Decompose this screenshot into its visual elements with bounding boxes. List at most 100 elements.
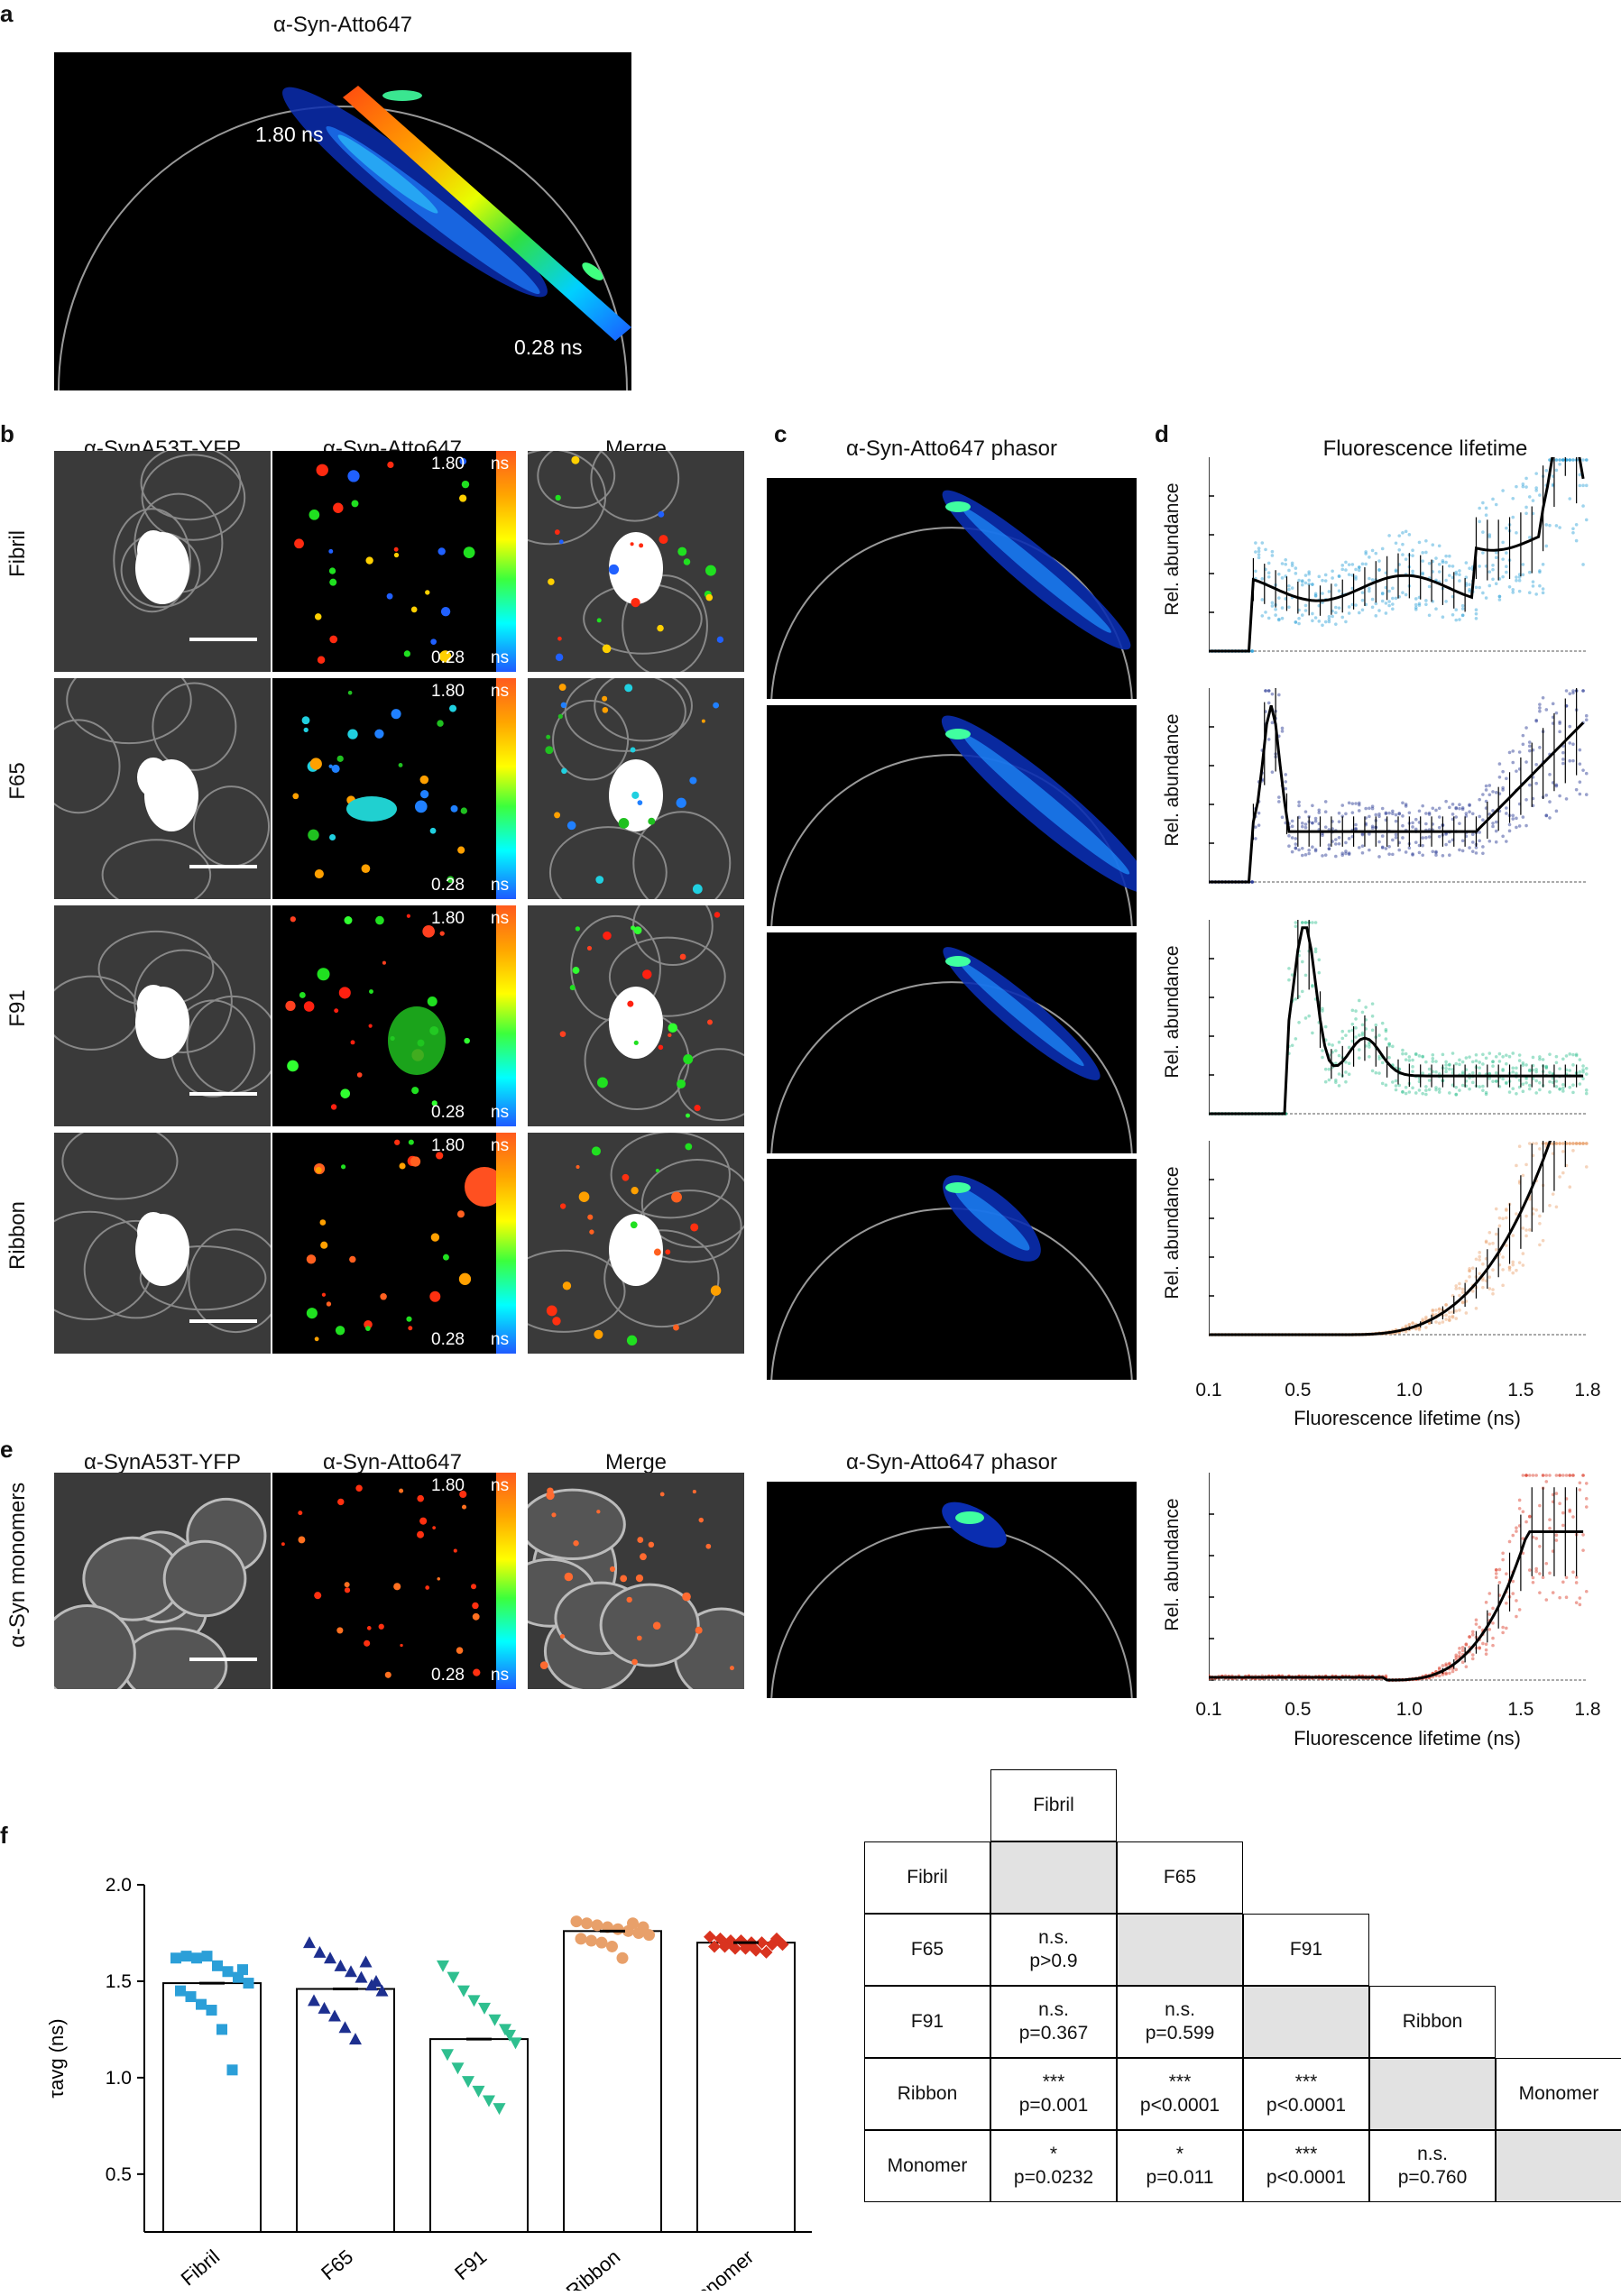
cbar-unit-h-2: ns xyxy=(491,909,510,928)
d-ylabel-1: Rel. abundance xyxy=(1162,713,1183,847)
f-xtick-f91: F91 xyxy=(450,2245,491,2285)
f-ylabel: τavg (ns) xyxy=(45,2018,68,2098)
point-f65-7 xyxy=(375,1984,389,1997)
point-ribbon-10 xyxy=(595,1936,608,1949)
point-fibril-5 xyxy=(222,1966,234,1978)
table-diagonal-cell xyxy=(1243,1986,1369,2058)
cbar-unit-l-2: ns xyxy=(491,1103,510,1122)
cbar-low-1: 0.28 xyxy=(431,876,465,895)
lifetime-plot-0 xyxy=(1209,457,1589,653)
table-cell-4-2: *** p<0.0001 xyxy=(1243,2130,1369,2202)
panel-e-xlabel: Fluorescence lifetime (ns) xyxy=(1294,1727,1521,1750)
e-cbar-unit-h: ns xyxy=(491,1476,510,1495)
d-xtick-4: 1.8 xyxy=(1574,1380,1601,1401)
point-fibril-1 xyxy=(180,1951,192,1962)
atto-image-1 xyxy=(272,678,516,899)
phasor-image-0 xyxy=(767,478,1137,699)
point-fibril-7 xyxy=(243,1978,254,1989)
sig-stars: n.s. xyxy=(1038,1926,1069,1948)
point-monomer-12 xyxy=(750,1943,762,1957)
d-xtick-1: 0.5 xyxy=(1285,1380,1312,1401)
cbar-high-1: 1.80 xyxy=(431,682,465,701)
point-monomer-1 xyxy=(714,1932,727,1945)
f-xtick-fibril: Fibril xyxy=(177,2245,225,2291)
row-label-f65: F65 xyxy=(5,762,30,800)
table-diagonal-cell xyxy=(1496,2130,1621,2202)
point-ribbon-9 xyxy=(585,1934,597,1947)
merge-image-3 xyxy=(528,1133,744,1354)
point-f65-5 xyxy=(355,1970,368,1983)
lifetime-plot-1 xyxy=(1209,688,1589,884)
p-value: p=0.367 xyxy=(1018,2023,1089,2043)
panel-c-title: α-Syn-Atto647 phasor xyxy=(846,436,1057,461)
point-fibril-9 xyxy=(185,1991,197,2003)
table-row-label-4: Monomer xyxy=(864,2130,990,2202)
atto-image-2 xyxy=(272,905,516,1126)
point-fibril-13 xyxy=(226,2064,238,2076)
e-phasor-image xyxy=(767,1482,1137,1698)
point-f65-1 xyxy=(313,1945,327,1958)
sig-stars: * xyxy=(1049,2143,1058,2164)
cbar-high-2: 1.80 xyxy=(431,909,465,928)
sig-stars: *** xyxy=(1042,2071,1065,2092)
panel-label-a: a xyxy=(0,0,14,27)
point-fibril-0 xyxy=(170,1952,181,1964)
e-xtick-2: 1.0 xyxy=(1395,1699,1423,1720)
point-monomer-2 xyxy=(724,1934,737,1948)
sig-stars: *** xyxy=(1168,2071,1192,2092)
cbar-unit-l-3: ns xyxy=(491,1330,510,1349)
scale-bar-1 xyxy=(189,865,257,868)
lifetime-low-label: 0.28 ns xyxy=(514,335,583,359)
panel-d-xlabel: Fluorescence lifetime (ns) xyxy=(1294,1407,1521,1429)
sig-stars: *** xyxy=(1294,2071,1318,2092)
colorbar-1 xyxy=(496,678,516,899)
d-xtick-3: 1.5 xyxy=(1507,1380,1534,1401)
pvalue-table: Fibril Fibril F65 n.s. p>0.9 F65 F91 n.s. p=0.36… xyxy=(864,1769,1621,2202)
e-cbar-unit-l: ns xyxy=(491,1666,510,1685)
colorbar-3 xyxy=(496,1133,516,1354)
point-f65-2 xyxy=(324,1952,336,1964)
row-label-fibril: Fibril xyxy=(5,530,30,577)
point-ribbon-11 xyxy=(606,1940,618,1952)
point-fibril-4 xyxy=(212,1960,223,1971)
point-ribbon-4 xyxy=(612,1923,624,1935)
point-ribbon-1 xyxy=(581,1917,593,1930)
point-f91-3 xyxy=(467,1995,481,2007)
point-f91-8 xyxy=(441,2049,454,2062)
point-f65-13 xyxy=(359,1955,373,1968)
cbar-unit-l-0: ns xyxy=(491,648,510,667)
table-diagonal-cell xyxy=(1117,1914,1243,1986)
merge-image-2 xyxy=(528,905,744,1126)
point-ribbon-12 xyxy=(616,1952,629,1964)
phasor-image-2 xyxy=(767,932,1137,1153)
point-ribbon-0 xyxy=(570,1915,583,1928)
cbar-high-3: 1.80 xyxy=(431,1136,465,1155)
sig-stars: n.s. xyxy=(1038,1998,1069,2020)
bar-monomer xyxy=(696,1942,796,2234)
d-xtick-0: 0.1 xyxy=(1195,1380,1222,1401)
table-row-label-1: F65 xyxy=(864,1914,990,1986)
panel-label-d: d xyxy=(1155,420,1169,447)
point-f91-11 xyxy=(472,2085,485,2098)
row-label-ribbon: Ribbon xyxy=(5,1200,30,1271)
sig-stars: n.s. xyxy=(1165,1998,1195,2020)
p-value: p<0.0001 xyxy=(1266,2167,1347,2188)
point-f91-12 xyxy=(483,2095,495,2108)
bar-f91 xyxy=(429,2038,529,2233)
point-ribbon-13 xyxy=(627,1917,639,1930)
p-value: p=0.001 xyxy=(1018,2095,1089,2116)
e-colorbar xyxy=(496,1473,516,1689)
point-f91-14 xyxy=(503,2029,516,2042)
lifetime-high-label: 1.80 ns xyxy=(255,123,324,146)
table-col-header-0: Fibril xyxy=(990,1769,1117,1841)
point-monomer-0 xyxy=(704,1930,716,1943)
colorbar-0 xyxy=(496,451,516,672)
table-cell-4-0: * p=0.0232 xyxy=(990,2130,1117,2202)
p-value: p<0.0001 xyxy=(1139,2095,1220,2116)
p-value: p<0.0001 xyxy=(1266,2095,1347,2116)
point-f65-14 xyxy=(370,1974,382,1987)
f-ytick-3: 0.5 xyxy=(106,2164,132,2185)
e-cbar-high: 1.80 xyxy=(431,1476,465,1495)
atto-image-3 xyxy=(272,1133,516,1354)
cbar-low-3: 0.28 xyxy=(431,1330,465,1349)
